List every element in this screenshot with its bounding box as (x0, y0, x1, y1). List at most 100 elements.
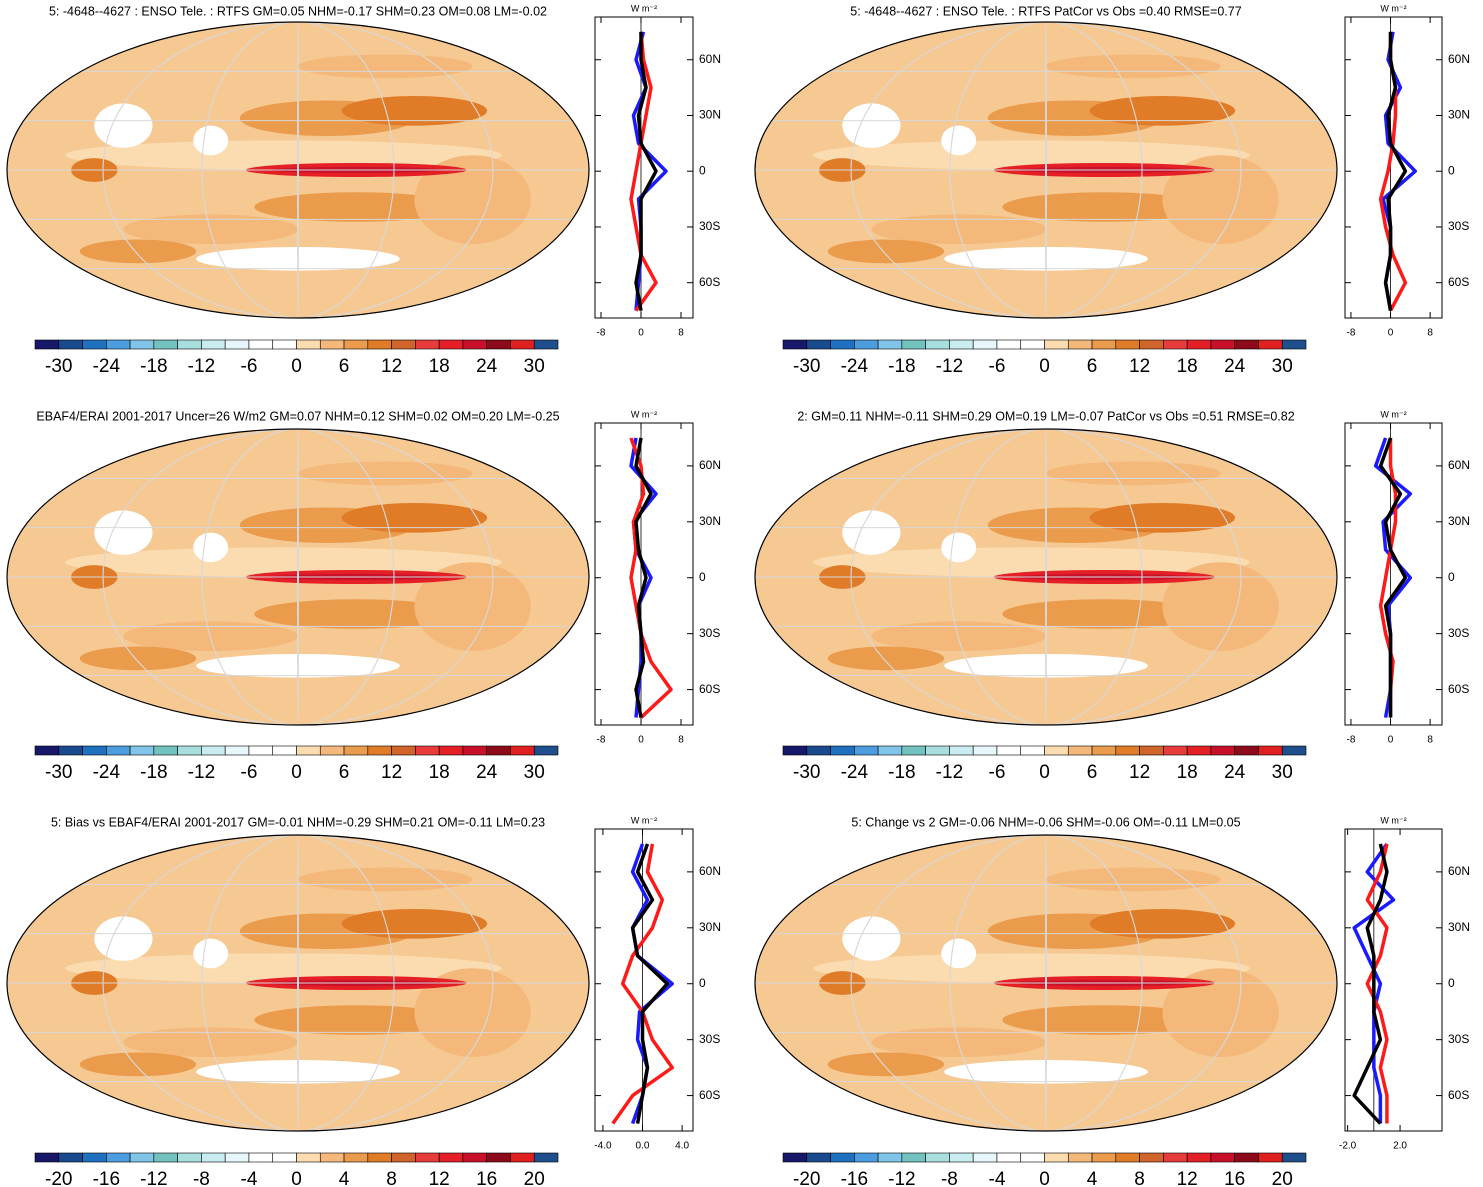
map (755, 22, 1337, 318)
colorbar-label: -18 (140, 356, 167, 377)
colorbar-box (1067, 339, 1093, 350)
colorbar-box (1091, 1152, 1117, 1163)
map-graticule (297, 835, 299, 1131)
colorbar-box (1139, 745, 1164, 756)
colorbar-label: -24 (841, 356, 869, 377)
map-shading (94, 510, 153, 555)
colorbar-box (343, 745, 369, 756)
colorbar-box (1163, 339, 1188, 350)
map-shading (298, 461, 473, 486)
colorbar-box (1091, 745, 1117, 756)
colorbar-box (82, 1152, 107, 1163)
colorbar-label: 12 (1129, 762, 1150, 783)
map-shading (414, 968, 531, 1057)
y-tick-label: 60N (1448, 52, 1470, 66)
colorbar-box (129, 339, 155, 350)
colorbar-box (201, 1152, 226, 1163)
profile-line (630, 843, 670, 1124)
map-graticule (201, 22, 395, 318)
colorbar-label: -4 (989, 1169, 1006, 1187)
colorbar-box (177, 1152, 202, 1163)
colorbar-box (925, 745, 950, 756)
profile-frame (1344, 16, 1443, 319)
colorbar-box (972, 339, 998, 350)
map (7, 22, 589, 318)
colorbar-box (901, 745, 926, 756)
colorbar-box (415, 339, 440, 350)
profile-line (1352, 842, 1396, 1124)
colorbar-box (1163, 1152, 1188, 1163)
colorbar-box (1044, 745, 1069, 756)
colorbar-box (415, 745, 440, 756)
profile-frame (1344, 422, 1443, 726)
x-tick-label: 8 (678, 328, 684, 339)
profile-line (634, 31, 658, 311)
colorbar-label: 0 (291, 356, 302, 377)
y-tick-label: 30S (1448, 626, 1469, 640)
colorbar-label: -30 (793, 762, 820, 783)
profile-line (611, 843, 674, 1125)
colorbar-box (486, 1152, 511, 1163)
map-shading (871, 621, 1046, 651)
colorbar-box (129, 745, 155, 756)
colorbar-label: 18 (429, 356, 450, 377)
map-shading (941, 125, 977, 156)
colorbar-box (319, 745, 345, 756)
x-tick-label: 2.0 (1393, 1141, 1407, 1152)
units-label: W m⁻² (631, 409, 657, 419)
colorbar-box (1186, 745, 1212, 756)
colorbar-box (201, 745, 226, 756)
profile-line (1378, 437, 1408, 718)
colorbar-box (106, 745, 131, 756)
y-tick-label: 0 (699, 163, 706, 177)
colorbar-box (272, 1152, 297, 1163)
map-graticule (1045, 429, 1047, 725)
colorbar-box (830, 1152, 855, 1163)
map-graticule (949, 22, 1143, 318)
map-shading (1002, 599, 1207, 629)
colorbar-box (1044, 1152, 1069, 1163)
colorbar-label: -6 (241, 356, 258, 377)
colorbar-box (462, 745, 487, 756)
map-shading (1046, 461, 1221, 486)
colorbar-box (1067, 1152, 1093, 1163)
colorbar-box (1091, 339, 1117, 350)
colorbar-box (129, 1152, 155, 1163)
colorbar-label: -8 (941, 1169, 958, 1187)
colorbar-box (949, 745, 974, 756)
colorbar-box (996, 339, 1022, 350)
profile-frame (594, 16, 694, 319)
colorbar-box (533, 339, 559, 350)
colorbar-label: -6 (989, 762, 1006, 783)
colorbar-box (1258, 745, 1283, 756)
y-tick-label: 0 (699, 570, 706, 584)
map-shading (298, 867, 473, 892)
colorbar-label: 18 (429, 762, 450, 783)
colorbar-label: 30 (524, 762, 545, 783)
map-shading (1162, 562, 1279, 651)
y-tick-label: 0 (1448, 570, 1455, 584)
colorbar-box (153, 339, 178, 350)
panel-title: 2: GM=0.11 NHM=-0.11 SHM=0.29 OM=0.19 LM… (797, 409, 1294, 423)
colorbar-box (58, 1152, 83, 1163)
colorbar-box (901, 339, 926, 350)
x-tick-label: 8 (1427, 328, 1433, 339)
profile-frame (594, 828, 694, 1132)
colorbar-box (1115, 745, 1140, 756)
y-tick-label: 60S (1448, 275, 1469, 289)
y-tick-label: 60N (1448, 864, 1470, 878)
colorbar-box (224, 745, 250, 756)
y-tick-label: 30N (699, 920, 721, 934)
map-shading (123, 621, 298, 651)
x-tick-label: 0 (1388, 735, 1394, 746)
map-shading (341, 96, 488, 126)
map-border (6, 21, 590, 319)
profile-frame (1344, 828, 1443, 1132)
map-graticule (1045, 22, 1047, 318)
colorbar-box (854, 1152, 879, 1163)
map-shading (1162, 968, 1279, 1057)
colorbar-label: -12 (936, 762, 963, 783)
colorbar-box (82, 339, 107, 350)
colorbar-label: -12 (140, 1169, 167, 1187)
